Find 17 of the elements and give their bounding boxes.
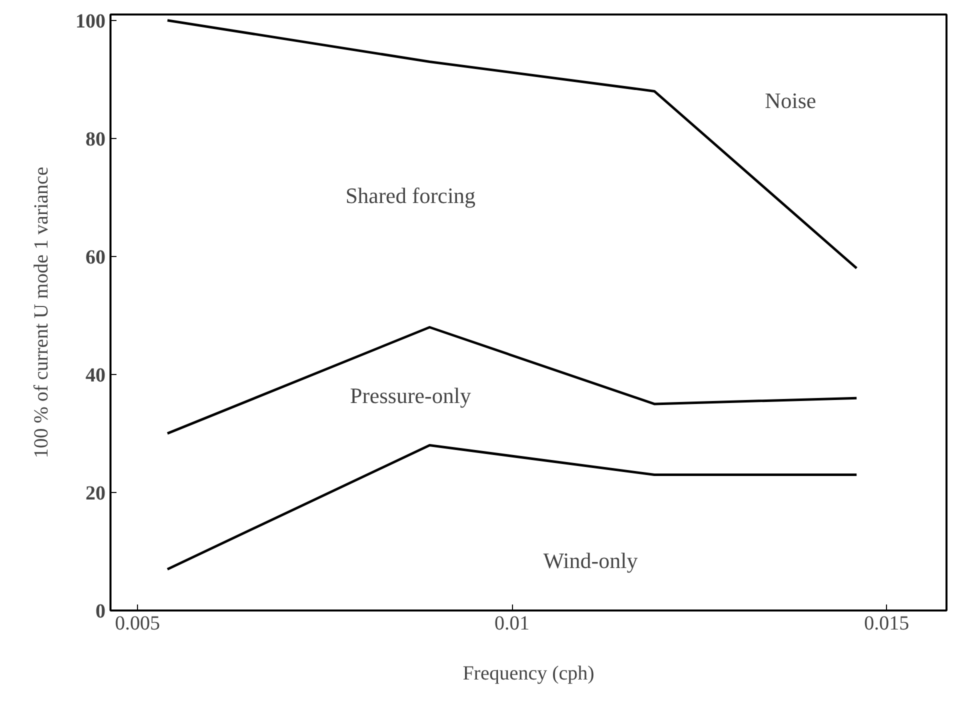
line-series xyxy=(166,19,858,270)
x-tick-label: 0.015 xyxy=(864,612,910,634)
annotation: Wind-only xyxy=(543,548,638,573)
x-axis-title: Frequency (cph) xyxy=(462,662,594,684)
annotation: Pressure-only xyxy=(350,383,471,408)
line-series xyxy=(166,326,858,435)
y-tick-label: 80 xyxy=(86,128,106,150)
annotation: Shared forcing xyxy=(345,183,476,208)
annotation: Noise xyxy=(764,88,816,113)
y-tick-label: 40 xyxy=(86,364,106,386)
x-tick-label: 0.005 xyxy=(114,612,160,634)
y-tick-label: 20 xyxy=(86,482,106,504)
y-tick-label: 0 xyxy=(96,600,106,622)
y-tick-label: 100 xyxy=(76,10,106,32)
x-tick-label: 0.01 xyxy=(494,612,530,634)
y-tick-label: 60 xyxy=(86,246,106,268)
y-axis-title: 100 % of current U mode 1 variance xyxy=(30,166,52,458)
